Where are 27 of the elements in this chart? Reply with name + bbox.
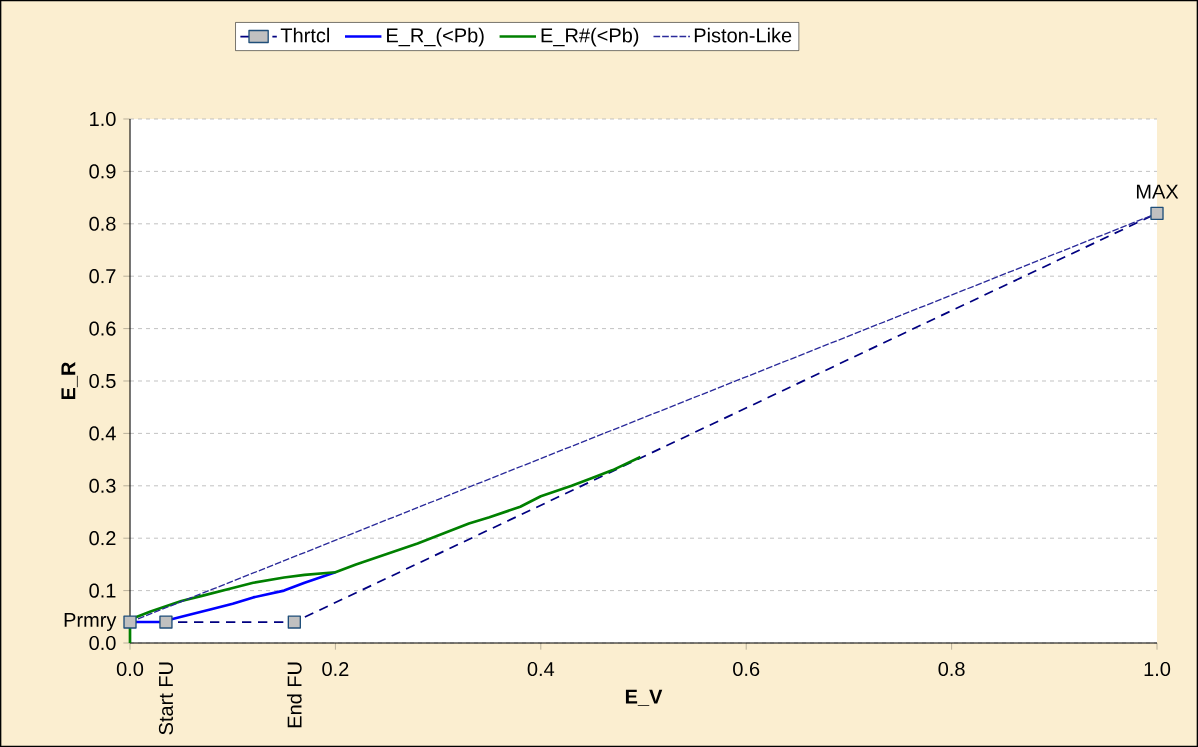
legend-label: E_R_(<Pb) <box>387 27 484 47</box>
legend-label: Thrtcl <box>280 27 329 43</box>
y-tick-label: 0.3 <box>89 478 116 493</box>
y-tick-label: 0.0 <box>89 635 116 651</box>
annotation: Prmry <box>64 613 117 631</box>
annotation: End FU <box>286 662 302 728</box>
x-tick-label: 0.6 <box>733 661 760 677</box>
legend-label: E_R#(<Pb) <box>541 27 639 47</box>
x-axis-title: E_V <box>625 689 663 706</box>
y-tick-label: 0.2 <box>89 531 116 546</box>
y-tick-label: 0.5 <box>89 373 116 389</box>
y-tick-label: 0.1 <box>89 583 116 598</box>
y-tick-label: 0.9 <box>89 164 116 179</box>
y-tick-label: 0.4 <box>89 426 116 441</box>
y-tick-label: 0.7 <box>89 269 116 284</box>
y-tick-label: 0.6 <box>89 321 116 336</box>
legend-label: Piston-Like <box>694 27 792 43</box>
x-tick-label: 0.8 <box>938 661 965 677</box>
x-tick-label: 1.0 <box>1144 661 1171 677</box>
y-tick-label: 1.0 <box>90 111 116 127</box>
annotation: Start FU <box>158 662 174 735</box>
y-tick-label: 0.8 <box>89 216 116 231</box>
x-tick-label: 0.4 <box>527 661 555 677</box>
x-tick-label: 0.0 <box>116 661 144 677</box>
annotation: MAX <box>1136 184 1179 199</box>
y-axis-title: E_R <box>61 361 78 400</box>
x-tick-label: 0.2 <box>322 661 349 677</box>
